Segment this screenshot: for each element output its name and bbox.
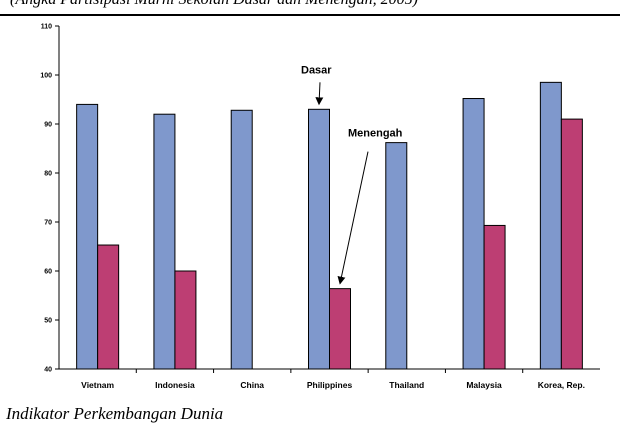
- clipped-title-bar: (Angka Partisipasi Murni Sekolah Dasar d…: [0, 0, 620, 16]
- x-tick-label: China: [240, 380, 264, 390]
- x-tick-label: Indonesia: [155, 380, 195, 390]
- y-axis: 40 50 60 70 80 90 100 110: [40, 24, 60, 374]
- annotations: Dasar Menengah: [301, 64, 403, 285]
- y-tick-label: 100: [40, 73, 52, 80]
- x-tick-label: Korea, Rep.: [538, 380, 585, 390]
- bar-dasar-indonesia: [153, 113, 176, 370]
- y-tick-label: 110: [41, 24, 52, 31]
- bar-dasar-thailand: [385, 142, 408, 370]
- y-tick-label: 50: [44, 318, 52, 325]
- bar-dasar-china: [230, 109, 253, 370]
- bar-dasar-philippines: [308, 108, 330, 370]
- bar-menengah-malaysia: [483, 224, 506, 370]
- chart-panel: 40 50 60 70 80 90 100 110 Vietnam Indonesia China…: [0, 16, 620, 400]
- bar-chart: 40 50 60 70 80 90 100 110 Vietnam Indonesia China…: [40, 24, 600, 390]
- y-tick-label: 80: [44, 171, 52, 178]
- x-tick-label: Thailand: [389, 380, 424, 390]
- y-tick-label: 90: [44, 122, 52, 129]
- x-tick-label: Malaysia: [466, 380, 502, 390]
- bar-menengah-korea-rep-: [560, 118, 583, 370]
- x-tick-label: Vietnam: [81, 380, 114, 390]
- annotation-label-menengah: Menengah: [348, 128, 403, 140]
- clipped-title-text: (Angka Partisipasi Murni Sekolah Dasar d…: [10, 0, 418, 9]
- bar-dasar-korea-rep-: [539, 81, 562, 370]
- bar-dasar-vietnam: [76, 103, 99, 370]
- bar-dasar-malaysia: [462, 98, 485, 370]
- x-axis: Vietnam Indonesia China Philippines Thailand…: [59, 368, 600, 390]
- y-tick-label: 70: [44, 220, 52, 227]
- annotation-arrow-dasar: [315, 82, 324, 106]
- bars: [76, 81, 583, 370]
- bar-menengah-indonesia: [174, 270, 197, 370]
- bar-menengah-philippines: [329, 288, 351, 370]
- annotation-label-dasar: Dasar: [301, 64, 332, 76]
- annotation-arrow-menengah: [337, 151, 369, 285]
- x-tick-label: Philippines: [307, 380, 353, 390]
- y-tick-label: 40: [44, 367, 52, 374]
- source-caption: Indikator Perkembangan Dunia: [6, 404, 224, 423]
- y-tick-label: 60: [44, 269, 52, 276]
- bar-menengah-vietnam: [97, 244, 120, 370]
